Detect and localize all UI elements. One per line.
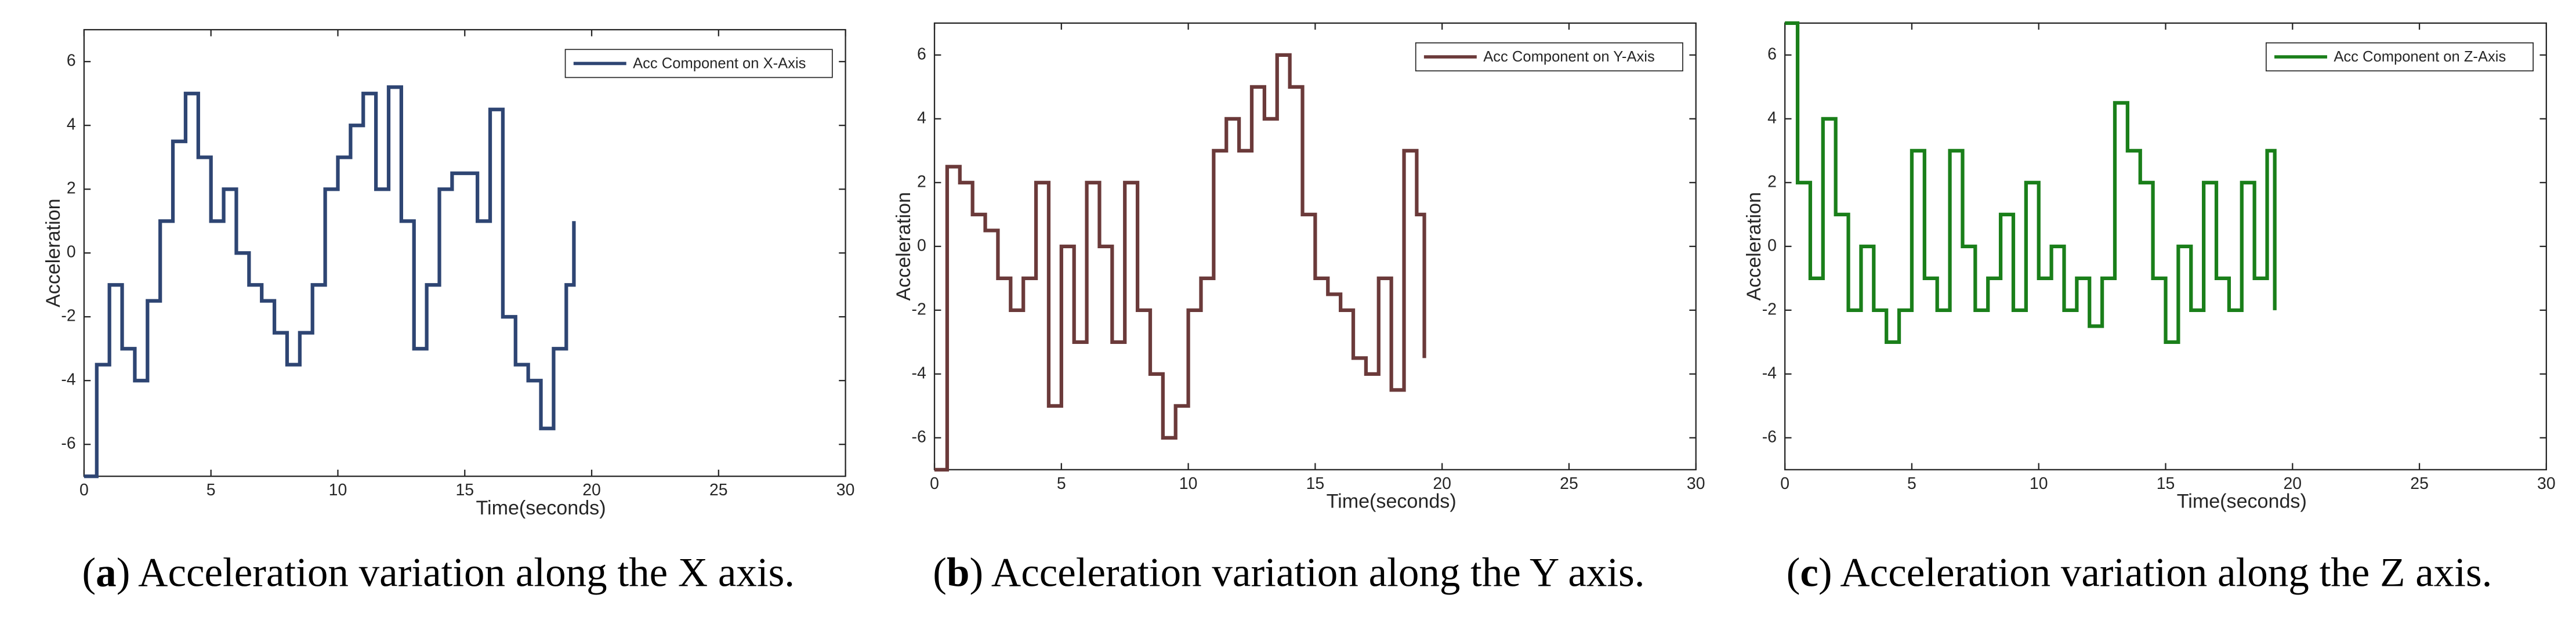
step-line: [934, 53, 1426, 472]
y-tick-label: -4: [61, 371, 75, 389]
x-axis-label: Time(seconds): [476, 497, 606, 519]
plot-area: [1784, 22, 2547, 470]
x-tick-label: 10: [2030, 474, 2048, 493]
panel: 0 5 10 15 20 25 30 -6 -4 -2 0 2 4 6 Time(seconds) Accel…: [893, 22, 1705, 596]
y-axis-label: Acceleration: [1743, 192, 1765, 301]
caption-part: a: [96, 550, 117, 596]
x-axis-label: Time(seconds): [2177, 491, 2307, 513]
x-tick-label: 15: [455, 481, 474, 499]
x-tick-label: 5: [1907, 474, 1916, 493]
y-tick-label: 4: [917, 108, 926, 127]
step-line: [84, 85, 576, 478]
caption: (b) Acceleration variation along the Y a…: [933, 550, 1644, 596]
step-line: [1785, 21, 2277, 344]
y-tick-label: -2: [912, 300, 926, 318]
caption-part: (: [82, 550, 96, 596]
panel: 0 5 10 15 20 25 30 -6 -4 -2 0 2 4 6 Time(seconds) Accel…: [42, 29, 855, 596]
y-tick-label: -2: [1762, 300, 1777, 318]
y-tick-label: 6: [1767, 45, 1777, 63]
x-tick-label: 30: [2537, 474, 2556, 493]
x-tick-label: 10: [329, 481, 347, 499]
y-tick-label: 0: [1767, 236, 1777, 255]
x-tick-label: 0: [1780, 474, 1789, 493]
y-tick-label: -6: [912, 427, 926, 446]
x-tick-label: 0: [79, 481, 89, 499]
caption-part: ) Acceleration variation along the Y axi…: [969, 550, 1644, 596]
x-tick-label: 5: [1057, 474, 1066, 493]
x-tick-label: 15: [1306, 474, 1325, 493]
x-tick-label: 20: [582, 481, 601, 499]
x-tick-label: 25: [2410, 474, 2429, 493]
y-tick-label: 0: [67, 243, 76, 262]
caption-part: ) Acceleration variation along the Z axi…: [1818, 550, 2492, 596]
legend-label: Acc Component on X-Axis: [633, 56, 806, 72]
caption: (a) Acceleration variation along the X a…: [82, 550, 795, 596]
y-tick-label: -4: [1762, 364, 1777, 382]
caption-part: (: [1787, 550, 1800, 596]
y-tick-label: 6: [67, 52, 76, 70]
x-tick-label: 20: [1433, 474, 1451, 493]
caption-part: ) Acceleration variation along the X axi…: [117, 550, 795, 596]
caption-part: (: [933, 550, 947, 596]
x-tick-label: 30: [1687, 474, 1705, 493]
y-tick-label: -6: [1762, 427, 1777, 446]
legend-label: Acc Component on Z-Axis: [2334, 49, 2506, 65]
y-tick-label: 0: [917, 236, 926, 255]
x-tick-label: 20: [2283, 474, 2302, 493]
x-tick-label: 0: [930, 474, 939, 493]
x-axis-label: Time(seconds): [1327, 491, 1457, 513]
x-tick-label: 10: [1179, 474, 1198, 493]
caption-part: c: [1800, 550, 1818, 596]
plot-area: [83, 29, 846, 477]
x-tick-label: 25: [709, 481, 728, 499]
y-tick-label: 2: [67, 179, 76, 198]
y-axis-label: Acceleration: [893, 192, 915, 301]
panel: 0 5 10 15 20 25 30 -6 -4 -2 0 2 4 6 Time(seconds) Accel…: [1743, 21, 2556, 596]
y-tick-label: 2: [917, 172, 926, 191]
legend-label: Acc Component on Y-Axis: [1483, 49, 1655, 65]
y-tick-label: -6: [61, 434, 75, 453]
caption: (c) Acceleration variation along the Z a…: [1787, 550, 2492, 596]
y-tick-label: 6: [917, 45, 926, 63]
x-tick-label: 30: [836, 481, 855, 499]
y-tick-label: 2: [1767, 172, 1777, 191]
x-tick-label: 25: [1560, 474, 1578, 493]
x-tick-label: 5: [206, 481, 216, 499]
y-tick-label: 4: [67, 115, 76, 134]
caption-part: b: [947, 550, 970, 596]
y-axis-label: Acceleration: [42, 198, 64, 307]
y-tick-label: -4: [912, 364, 926, 382]
x-tick-label: 15: [2157, 474, 2175, 493]
y-tick-label: 4: [1767, 108, 1777, 127]
y-tick-label: -2: [61, 307, 75, 325]
